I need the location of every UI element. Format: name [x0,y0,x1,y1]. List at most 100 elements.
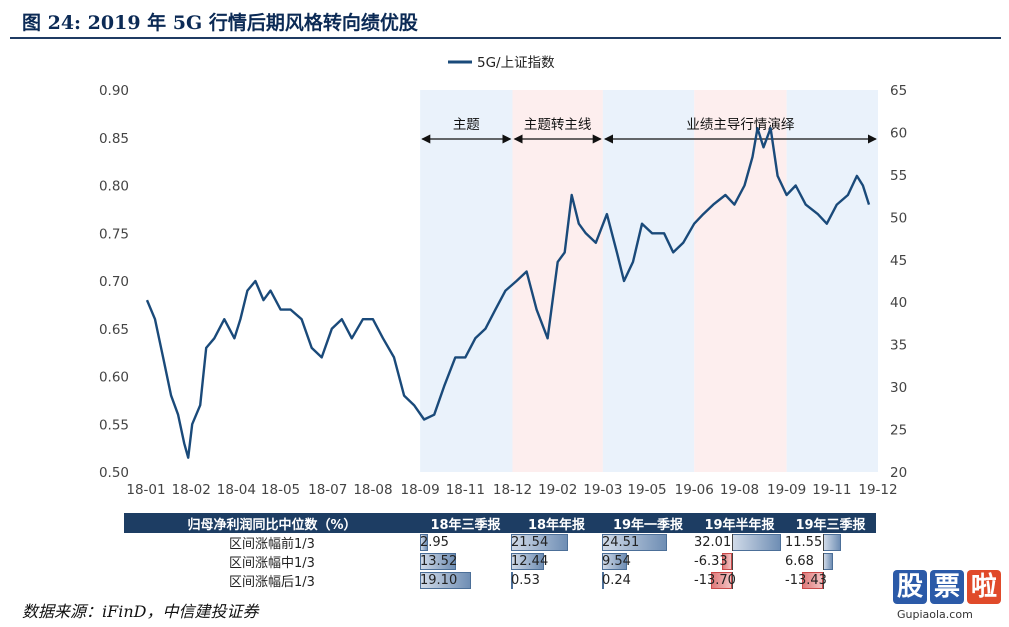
watermark-url: Gupiaola.com [897,608,973,621]
data-bar [823,553,834,570]
x-tick-label: 18-07 [308,482,347,498]
right-tick-label: 55 [890,168,907,184]
right-tick-label: 65 [890,83,907,99]
table-header-19half: 19年半年报 [694,513,785,533]
right-tick-label: 50 [890,210,907,226]
legend-label: 5G/上证指数 [477,55,555,71]
zero-axis [732,572,733,589]
period-annotations: 主题 主题转主线 业绩主导行情演绎 [421,117,877,144]
cell-value: 12.44 [511,554,549,569]
right-tick-label: 35 [890,338,907,354]
data-bar [823,534,841,551]
watermark-char: 啦 [967,570,1001,604]
x-tick-label: 18-05 [261,482,300,498]
right-tick-label: 25 [890,423,907,439]
zero-axis [732,534,733,551]
data-bar [420,572,471,589]
table-cell: 19.10 [420,571,511,590]
cell-value: 24.51 [602,535,640,550]
x-tick-label: 19-02 [538,482,577,498]
cell-value: 19.10 [420,573,458,588]
figure-title: 图 24: 2019 年 5G 行情后期风格转向绩优股 [22,12,418,34]
zero-axis [823,534,824,551]
left-tick-label: 0.80 [99,179,129,195]
period-band [694,90,787,472]
table-row: 区间涨幅中1/3 13.52 12.44 9.54 -6.33 6.68 [124,552,876,571]
watermark-char: 股 [893,570,927,604]
x-axis: 18-01 18-02 18-04 18-05 18-07 18-08 18-09 18-11… [126,482,897,498]
cell-value: -6.33 [694,554,728,569]
x-tick-label: 19-08 [720,482,759,498]
series-layer [145,126,871,459]
table-row: 区间涨幅后1/3 19.10 0.53 0.24 -13.70 -13.43 [124,571,876,590]
annotation-label: 主题 [453,117,480,133]
right-y-axis: 20 25 30 35 40 45 50 55 60 65 [890,83,907,481]
x-tick-label: 18-02 [172,482,211,498]
table-header-18q3: 18年三季报 [420,513,511,533]
period-band [512,90,603,472]
table-row: 区间涨幅前1/3 2.95 21.54 24.51 32.01 11.55 [124,533,876,552]
table-cell: -6.33 [694,552,785,571]
table-cell: 9.54 [602,552,694,571]
watermark-char: 票 [930,570,964,604]
x-tick-label: 19-11 [812,482,851,498]
row-label: 区间涨幅中1/3 [229,556,315,571]
table-cell: 13.52 [420,552,511,571]
data-bar [420,534,428,551]
right-tick-label: 30 [890,380,907,396]
negative-data-bar [802,572,823,589]
row-label: 区间涨幅后1/3 [229,575,315,590]
left-y-axis: 0.50 0.55 0.60 0.65 0.70 0.75 0.80 0.85 0.90 [99,83,129,481]
x-tick-label: 19-03 [583,482,622,498]
table-cell: 6.68 [785,552,876,571]
table-cell: 0.24 [602,571,694,590]
negative-data-bar [711,572,732,589]
table-cell: -13.70 [694,571,785,590]
table-header-18annual: 18年年报 [511,513,602,533]
series-line [145,126,871,459]
table-cell: -13.43 [785,571,876,590]
zero-axis [823,553,824,570]
period-band [786,90,878,472]
left-tick-label: 0.90 [99,83,129,99]
table-cell: 24.51 [602,533,694,552]
cell-value: 0.24 [602,573,631,588]
line-chart: 0.500.550.600.650.700.750.800.850.90 202… [99,55,907,498]
x-tick-label: 18-12 [493,482,532,498]
table-cell: 32.01 [694,533,785,552]
period-bands [420,90,878,472]
data-bar [602,572,604,589]
source-note: 数据来源：iFinD，中信建投证券 [22,602,259,621]
x-tick-label: 19-12 [858,482,897,498]
left-tick-label: 0.70 [99,274,129,290]
x-tick-label: 18-09 [401,482,440,498]
left-tick-label: 0.55 [99,417,129,433]
table-header-row: 归母净利润同比中位数（%） 18年三季报 18年年报 19年一季报 19年半年报… [124,513,876,533]
earnings-table: 归母净利润同比中位数（%） 18年三季报 18年年报 19年一季报 19年半年报… [124,513,876,590]
legend: 5G/上证指数 [448,55,555,71]
row-label: 区间涨幅前1/3 [229,537,315,552]
watermark-logo: 股 票 啦 Gupiaola.com [893,570,1005,625]
cell-value: -13.43 [785,573,827,588]
zero-axis [823,572,824,589]
right-tick-label: 20 [890,465,907,481]
left-tick-label: 0.60 [99,370,129,386]
x-tick-label: 18-11 [446,482,485,498]
left-tick-label: 0.50 [99,465,129,481]
cell-value: 11.55 [785,535,823,550]
table-cell: 0.53 [511,571,602,590]
x-tick-label: 19-06 [675,482,714,498]
table-header-19q3: 19年三季报 [785,513,876,533]
table-cell: 12.44 [511,552,602,571]
table-cell: 11.55 [785,533,876,552]
table-cell: 2.95 [420,533,511,552]
x-tick-label: 18-04 [217,482,256,498]
data-bar [511,553,544,570]
cell-value: 2.95 [420,535,449,550]
x-tick-label: 18-01 [126,482,165,498]
cell-value: 0.53 [511,573,540,588]
data-bar [511,534,569,551]
left-tick-label: 0.85 [99,131,129,147]
table-header-label: 归母净利润同比中位数（%） [124,513,420,533]
data-bar [602,534,667,551]
